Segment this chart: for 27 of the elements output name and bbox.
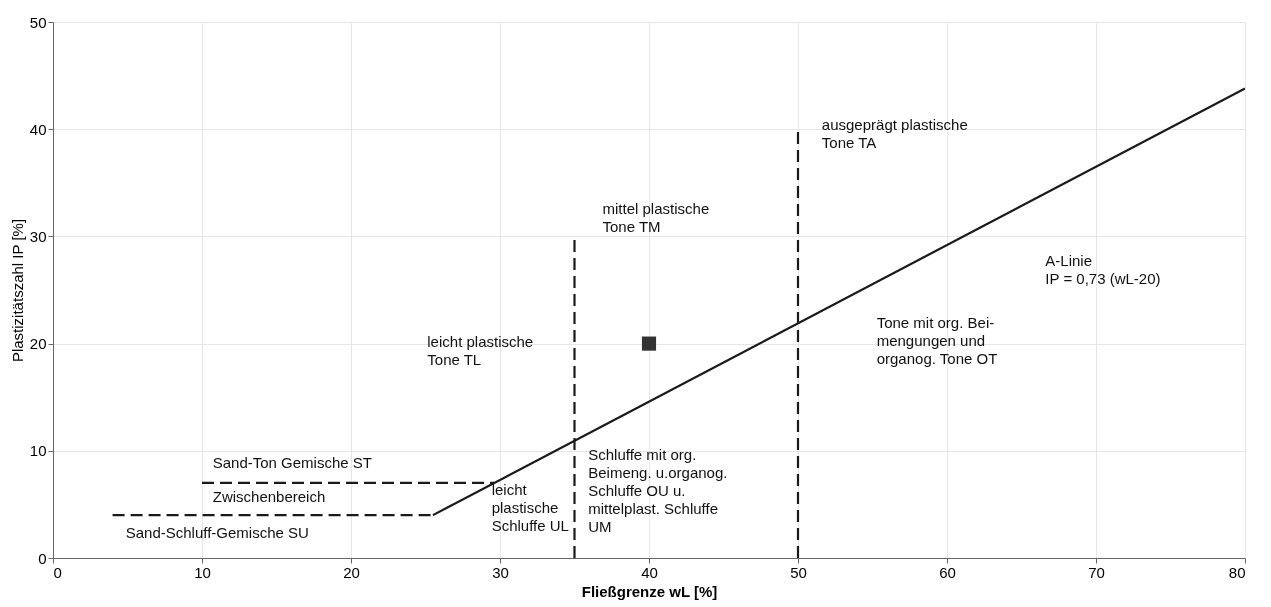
y-tick-label: 50 [29,13,47,31]
annotation: leicht plastische Tone TL [427,333,534,369]
annotation: Zwischenbereich [212,488,326,506]
x-tick-label: 0 [53,563,62,581]
annotation: A-Linie IP = 0,73 (wL-20) [1045,251,1161,287]
x-tick-label: 60 [939,563,956,581]
x-tick-label: 40 [641,563,658,581]
y-tick-label: 30 [29,227,47,245]
annotation: Sand-Schluff-Gemische SU [125,523,309,541]
x-tick-label: 80 [1228,563,1246,581]
y-tick-label: 40 [29,120,47,138]
annotation: Sand-Ton Gemische ST [212,454,372,472]
annotation: Schluffe mit org. Beimeng. u.organog. Schluffe OU u. mittelplast. Schluffe UM [588,445,728,535]
x-tick-label: 20 [343,563,360,581]
y-tick-label: 0 [38,549,47,567]
annotation: leicht plastische Schluffe UL [491,480,569,534]
x-tick-label: 70 [1088,563,1105,581]
y-tick-label: 10 [29,442,47,460]
y-tick-label: 20 [29,335,47,353]
x-tick-label: 30 [492,563,509,581]
y-axis-title: Plastizitätszahl IP [%] [8,218,26,363]
annotation: Tone mit org. Bei- mengungen und organog. Tone OT [876,313,998,367]
annotation: mittel plastische Tone TM [602,200,710,236]
x-tick-label: 10 [194,563,211,581]
x-axis-title: Fließgrenze wL [%] [581,582,718,600]
x-tick-label: 50 [790,563,807,581]
annotation: ausgeprägt plastische Tone TA [821,116,968,152]
